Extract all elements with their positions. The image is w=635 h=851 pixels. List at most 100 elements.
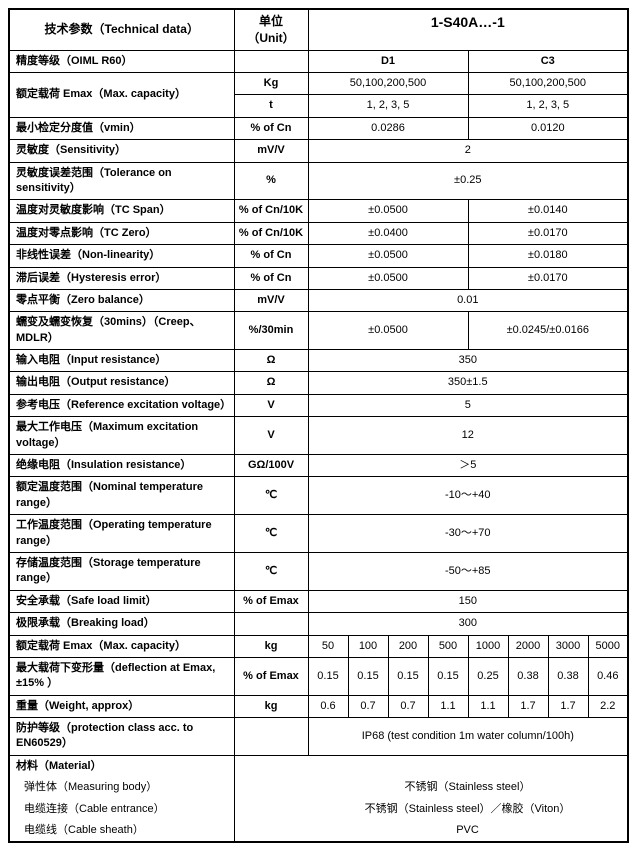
refv-label: 参考电压（Reference excitation voltage） (9, 394, 234, 416)
defl-3: 0.15 (428, 657, 468, 695)
hyst-label: 滞后误差（Hysteresis error） (9, 267, 234, 289)
nomt-label: 额定温度范围（Nominal temperature range） (9, 477, 234, 515)
sens-unit: mV/V (234, 140, 308, 162)
inr-val: 350 (308, 350, 628, 372)
tcspan-d1: ±0.0500 (308, 200, 468, 222)
opt-label: 工作温度范围（Operating temperature range） (9, 515, 234, 553)
insr-val: ＞5 (308, 455, 628, 477)
defl-4: 0.25 (468, 657, 508, 695)
nonlin-label: 非线性误差（Non-linearity） (9, 245, 234, 267)
vmin-label: 最小检定分度值（vmin） (9, 117, 234, 139)
zerobal-val: 0.01 (308, 289, 628, 311)
zerobal-label: 零点平衡（Zero balance） (9, 289, 234, 311)
defl-5: 0.38 (508, 657, 548, 695)
nomt-val: -10～+40 (308, 477, 628, 515)
weight-4: 1.1 (468, 695, 508, 717)
cap8-3: 500 (428, 635, 468, 657)
stt-unit: ℃ (234, 552, 308, 590)
creep-d1: ±0.0500 (308, 312, 468, 350)
cap8-4: 1000 (468, 635, 508, 657)
stt-val: -50～+85 (308, 552, 628, 590)
nomt-unit: ℃ (234, 477, 308, 515)
tolsens-unit: % (234, 162, 308, 200)
break-val: 300 (308, 613, 628, 635)
defl-7: 0.46 (588, 657, 628, 695)
row-accuracy-unit (234, 50, 308, 72)
cap-label: 额定载荷 Emax（Max. capacity） (9, 72, 234, 117)
sens-val: 2 (308, 140, 628, 162)
nonlin-unit: % of Cn (234, 245, 308, 267)
weight-label: 重量（Weight, approx） (9, 695, 234, 717)
defl-1: 0.15 (348, 657, 388, 695)
weight-5: 1.7 (508, 695, 548, 717)
refv-val: 5 (308, 394, 628, 416)
nonlin-d1: ±0.0500 (308, 245, 468, 267)
tczero-unit: % of Cn/10K (234, 222, 308, 244)
header-model: 1-S40A…-1 (308, 9, 628, 36)
cap8-7: 5000 (588, 635, 628, 657)
cables-val: PVC (308, 820, 628, 842)
prot-label: 防护等级（protection class acc. to EN60529） (9, 718, 234, 756)
hyst-unit: % of Cn (234, 267, 308, 289)
break-unit (234, 613, 308, 635)
vmin-unit: % of Cn (234, 117, 308, 139)
row-accuracy-label: 精度等级（OIML R60） (9, 50, 234, 72)
cap8-label: 额定载荷 Emax（Max. capacity） (9, 635, 234, 657)
tolsens-val: ±0.25 (308, 162, 628, 200)
accuracy-d1: D1 (308, 50, 468, 72)
cablee-label: 电缆连接（Cable entrance） (9, 799, 234, 820)
defl-0: 0.15 (308, 657, 348, 695)
maxv-val: 12 (308, 417, 628, 455)
break-label: 极限承载（Breaking load） (9, 613, 234, 635)
cap-kg-d1: 50,100,200,500 (308, 72, 468, 94)
nonlin-c3: ±0.0180 (468, 245, 628, 267)
defl-label: 最大载荷下变形量（deflection at Emax, ±15% ） (9, 657, 234, 695)
stt-label: 存储温度范围（Storage temperature range） (9, 552, 234, 590)
cablee-val: 不锈钢（Stainless steel）／橡胶（Viton） (308, 799, 628, 820)
weight-1: 0.7 (348, 695, 388, 717)
body-val: 不锈钢（Stainless steel） (308, 777, 628, 798)
weight-3: 1.1 (428, 695, 468, 717)
body-label: 弹性体（Measuring body） (9, 777, 234, 798)
outr-unit: Ω (234, 372, 308, 394)
opt-unit: ℃ (234, 515, 308, 553)
maxv-label: 最大工作电压（Maximum excitation voltage） (9, 417, 234, 455)
opt-val: -30～+70 (308, 515, 628, 553)
prot-unit (234, 718, 308, 756)
cap8-6: 3000 (548, 635, 588, 657)
cap8-2: 200 (388, 635, 428, 657)
defl-unit: % of Emax (234, 657, 308, 695)
creep-c3: ±0.0245/±0.0166 (468, 312, 628, 350)
weight-0: 0.6 (308, 695, 348, 717)
spec-table: 技术参数（Technical data） 单位 （Unit） 1-S40A…-1… (8, 8, 629, 843)
header-unit: 单位 （Unit） (234, 9, 308, 50)
vmin-c3: 0.0120 (468, 117, 628, 139)
hyst-c3: ±0.0170 (468, 267, 628, 289)
creep-unit: %/30min (234, 312, 308, 350)
tcspan-c3: ±0.0140 (468, 200, 628, 222)
weight-6: 1.7 (548, 695, 588, 717)
defl-2: 0.15 (388, 657, 428, 695)
cap8-5: 2000 (508, 635, 548, 657)
maxv-unit: V (234, 417, 308, 455)
outr-label: 输出电阻（Output resistance） (9, 372, 234, 394)
cap8-unit: kg (234, 635, 308, 657)
hyst-d1: ±0.0500 (308, 267, 468, 289)
cap-t-unit: t (234, 95, 308, 117)
refv-unit: V (234, 394, 308, 416)
cap8-0: 50 (308, 635, 348, 657)
cables-label: 电缆线（Cable sheath） (9, 820, 234, 842)
safe-label: 安全承载（Safe load limit） (9, 590, 234, 612)
tolsens-label: 灵敏度误差范围（Tolerance on sensitivity） (9, 162, 234, 200)
header-tech: 技术参数（Technical data） (9, 9, 234, 50)
cap-t-c3: 1, 2, 3, 5 (468, 95, 628, 117)
cap8-1: 100 (348, 635, 388, 657)
vmin-d1: 0.0286 (308, 117, 468, 139)
mat-blank (308, 755, 628, 777)
tczero-label: 温度对零点影响（TC Zero） (9, 222, 234, 244)
tczero-d1: ±0.0400 (308, 222, 468, 244)
tczero-c3: ±0.0170 (468, 222, 628, 244)
safe-unit: % of Emax (234, 590, 308, 612)
cap-kg-unit: Kg (234, 72, 308, 94)
outr-val: 350±1.5 (308, 372, 628, 394)
